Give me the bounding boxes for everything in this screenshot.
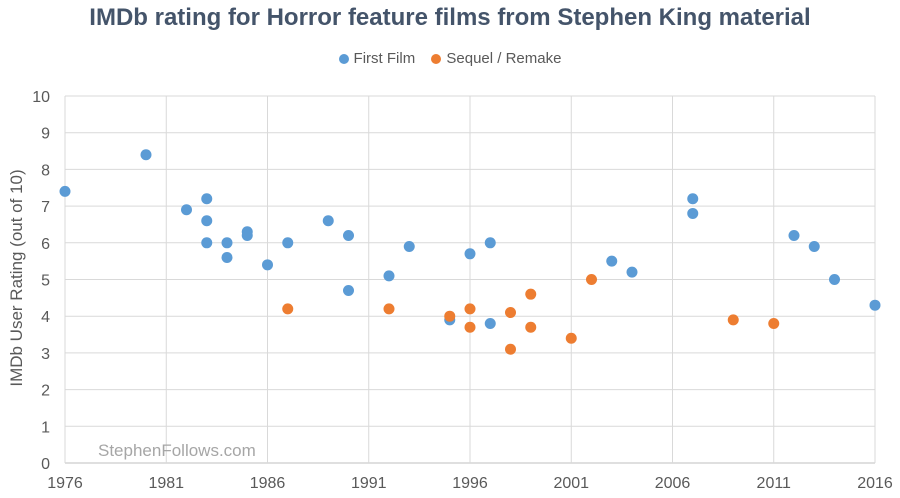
y-tick-label: 4 [41,309,50,326]
x-tick-label: 2011 [757,475,792,492]
point-first-film [221,251,233,263]
y-tick-label: 7 [41,199,50,216]
legend-marker-first-film [338,53,349,64]
point-first-film [343,285,354,297]
point-sequel-remake [464,321,476,333]
legend: First Film Sequel / Remake [0,50,900,68]
point-first-film [788,229,800,241]
x-tick-label: 2016 [857,475,893,492]
y-tick-label: 10 [32,89,50,106]
point-first-film [241,229,253,241]
point-first-film [221,237,233,249]
point-first-film [201,215,213,227]
legend-marker-sequel-remake [431,53,442,64]
point-first-film [484,237,496,249]
gridlines [64,95,876,464]
point-sequel-remake [282,303,294,315]
x-tick-label: 1996 [452,475,488,492]
y-axis-label: IMDb User Rating (out of 10) [7,169,26,386]
point-first-film [343,229,354,241]
point-sequel-remake [525,321,537,333]
point-first-film [282,237,294,249]
point-first-film [201,193,213,205]
point-first-film [829,274,840,285]
point-first-film [464,248,476,260]
x-tick-label: 1981 [148,475,184,492]
point-first-film [201,237,213,249]
point-first-film [869,299,881,311]
point-sequel-remake [565,332,577,344]
point-first-film [484,318,496,330]
point-first-film [687,193,699,205]
point-sequel-remake [383,303,395,315]
data-points [59,149,881,355]
y-tick-label: 1 [41,419,50,436]
point-first-film [687,207,699,219]
point-first-film [383,270,395,282]
point-sequel-remake [525,288,537,300]
point-sequel-remake [727,314,739,326]
legend-label-first-film: First Film [353,50,416,67]
x-tick-label: 2006 [655,475,691,492]
watermark: StephenFollows.com [98,441,256,460]
point-first-film [606,255,618,267]
point-first-film [403,240,415,252]
y-tick-label: 9 [41,126,50,143]
y-tick-label: 2 [41,383,50,400]
point-first-film [808,240,820,252]
y-tick-label: 6 [41,236,50,253]
point-first-film [626,266,638,278]
legend-label-sequel-remake: Sequel / Remake [446,50,562,67]
point-first-film [262,259,273,271]
point-first-film [140,149,152,161]
point-sequel-remake [464,303,476,315]
axes: 0 1 2 3 4 5 6 7 8 9 10 1976 1981 1986 1991 1996 2001 2006… [32,89,893,492]
chart-title: IMDb rating for Horror feature films fro… [89,4,811,31]
x-tick-label: 1986 [250,475,286,492]
point-first-film [322,215,334,227]
legend-item-sequel-remake: Sequel / Remake [431,50,561,67]
y-tick-label: 3 [41,346,50,363]
point-sequel-remake [586,274,597,285]
y-tick-label: 8 [41,162,50,179]
x-tick-label: 2001 [553,475,589,492]
x-tick-label: 1976 [47,475,83,492]
legend-item-first-film: First Film [338,50,416,67]
x-tick-label: 1991 [351,475,387,492]
point-sequel-remake [768,318,780,330]
y-tick-label: 5 [41,273,50,290]
point-sequel-remake [444,310,456,322]
point-sequel-remake [505,343,516,355]
point-sequel-remake [505,307,516,319]
y-tick-label: 0 [41,456,50,473]
point-first-film [59,185,71,197]
point-first-film [181,204,192,216]
